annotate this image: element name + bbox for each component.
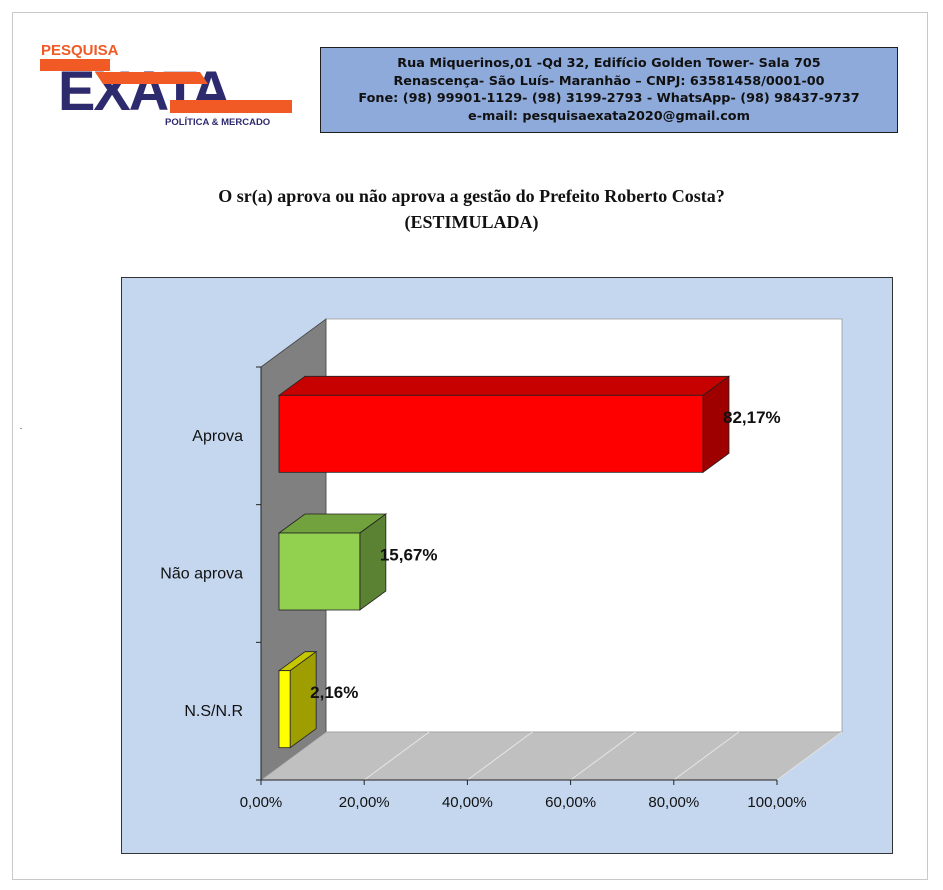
category-label: Aprova [192, 428, 243, 445]
value-label: 15,67% [380, 546, 438, 565]
logo-orange-bar-bottom [170, 100, 292, 113]
header-phone-line: Fone: (98) 99901-1129- (98) 3199-2793 - … [358, 91, 860, 106]
category-label: Não aprova [160, 566, 243, 583]
chart-title: O sr(a) aprova ou não aprova a gestão do… [218, 186, 725, 206]
bar-1 [278, 394, 704, 473]
value-label: 2,16% [310, 683, 358, 702]
x-tick-label: 100,00% [747, 794, 806, 811]
x-tick-label: 0,00% [240, 794, 283, 811]
floor-gridline [570, 731, 636, 781]
bar-2 [278, 532, 361, 611]
bar-top-face [277, 375, 731, 396]
logo-orange-swoosh [95, 72, 208, 84]
chart-floor [259, 731, 844, 781]
stray-mark [20, 428, 22, 429]
pesquisa-exata-logo: PESQUISA EXATA POLÍTICA & MERCADO [40, 42, 292, 128]
header-city-cnpj-line: Renascença- São Luís- Maranhão – CNPJ: 6… [393, 73, 825, 89]
header-address-line: Rua Miquerinos,01 -Qd 32, Edifício Golde… [397, 56, 821, 71]
chart-subtitle: (ESTIMULADA) [404, 212, 539, 232]
category-label: N.S/N.R [184, 703, 243, 720]
header-email-line: e-mail: pesquisaexata2020@gmail.com [468, 108, 750, 124]
floor-gridline [776, 731, 843, 781]
logo-sub-text: POLÍTICA & MERCADO [165, 117, 270, 128]
floor-gridline [363, 731, 430, 781]
floor-gridline [673, 731, 740, 781]
value-label: 82,17% [723, 408, 781, 427]
x-tick-label: 40,00% [442, 794, 493, 811]
logo-orange-bar-top [40, 59, 110, 71]
header-contact-box: Rua Miquerinos,01 -Qd 32, Edifício Golde… [320, 47, 898, 133]
logo-top-text: PESQUISA [41, 42, 119, 59]
x-tick-label: 80,00% [648, 794, 699, 811]
floor-gridline [467, 731, 533, 781]
x-tick-label: 20,00% [339, 794, 390, 811]
bar-3 [278, 670, 291, 749]
x-tick-label: 60,00% [545, 794, 596, 811]
